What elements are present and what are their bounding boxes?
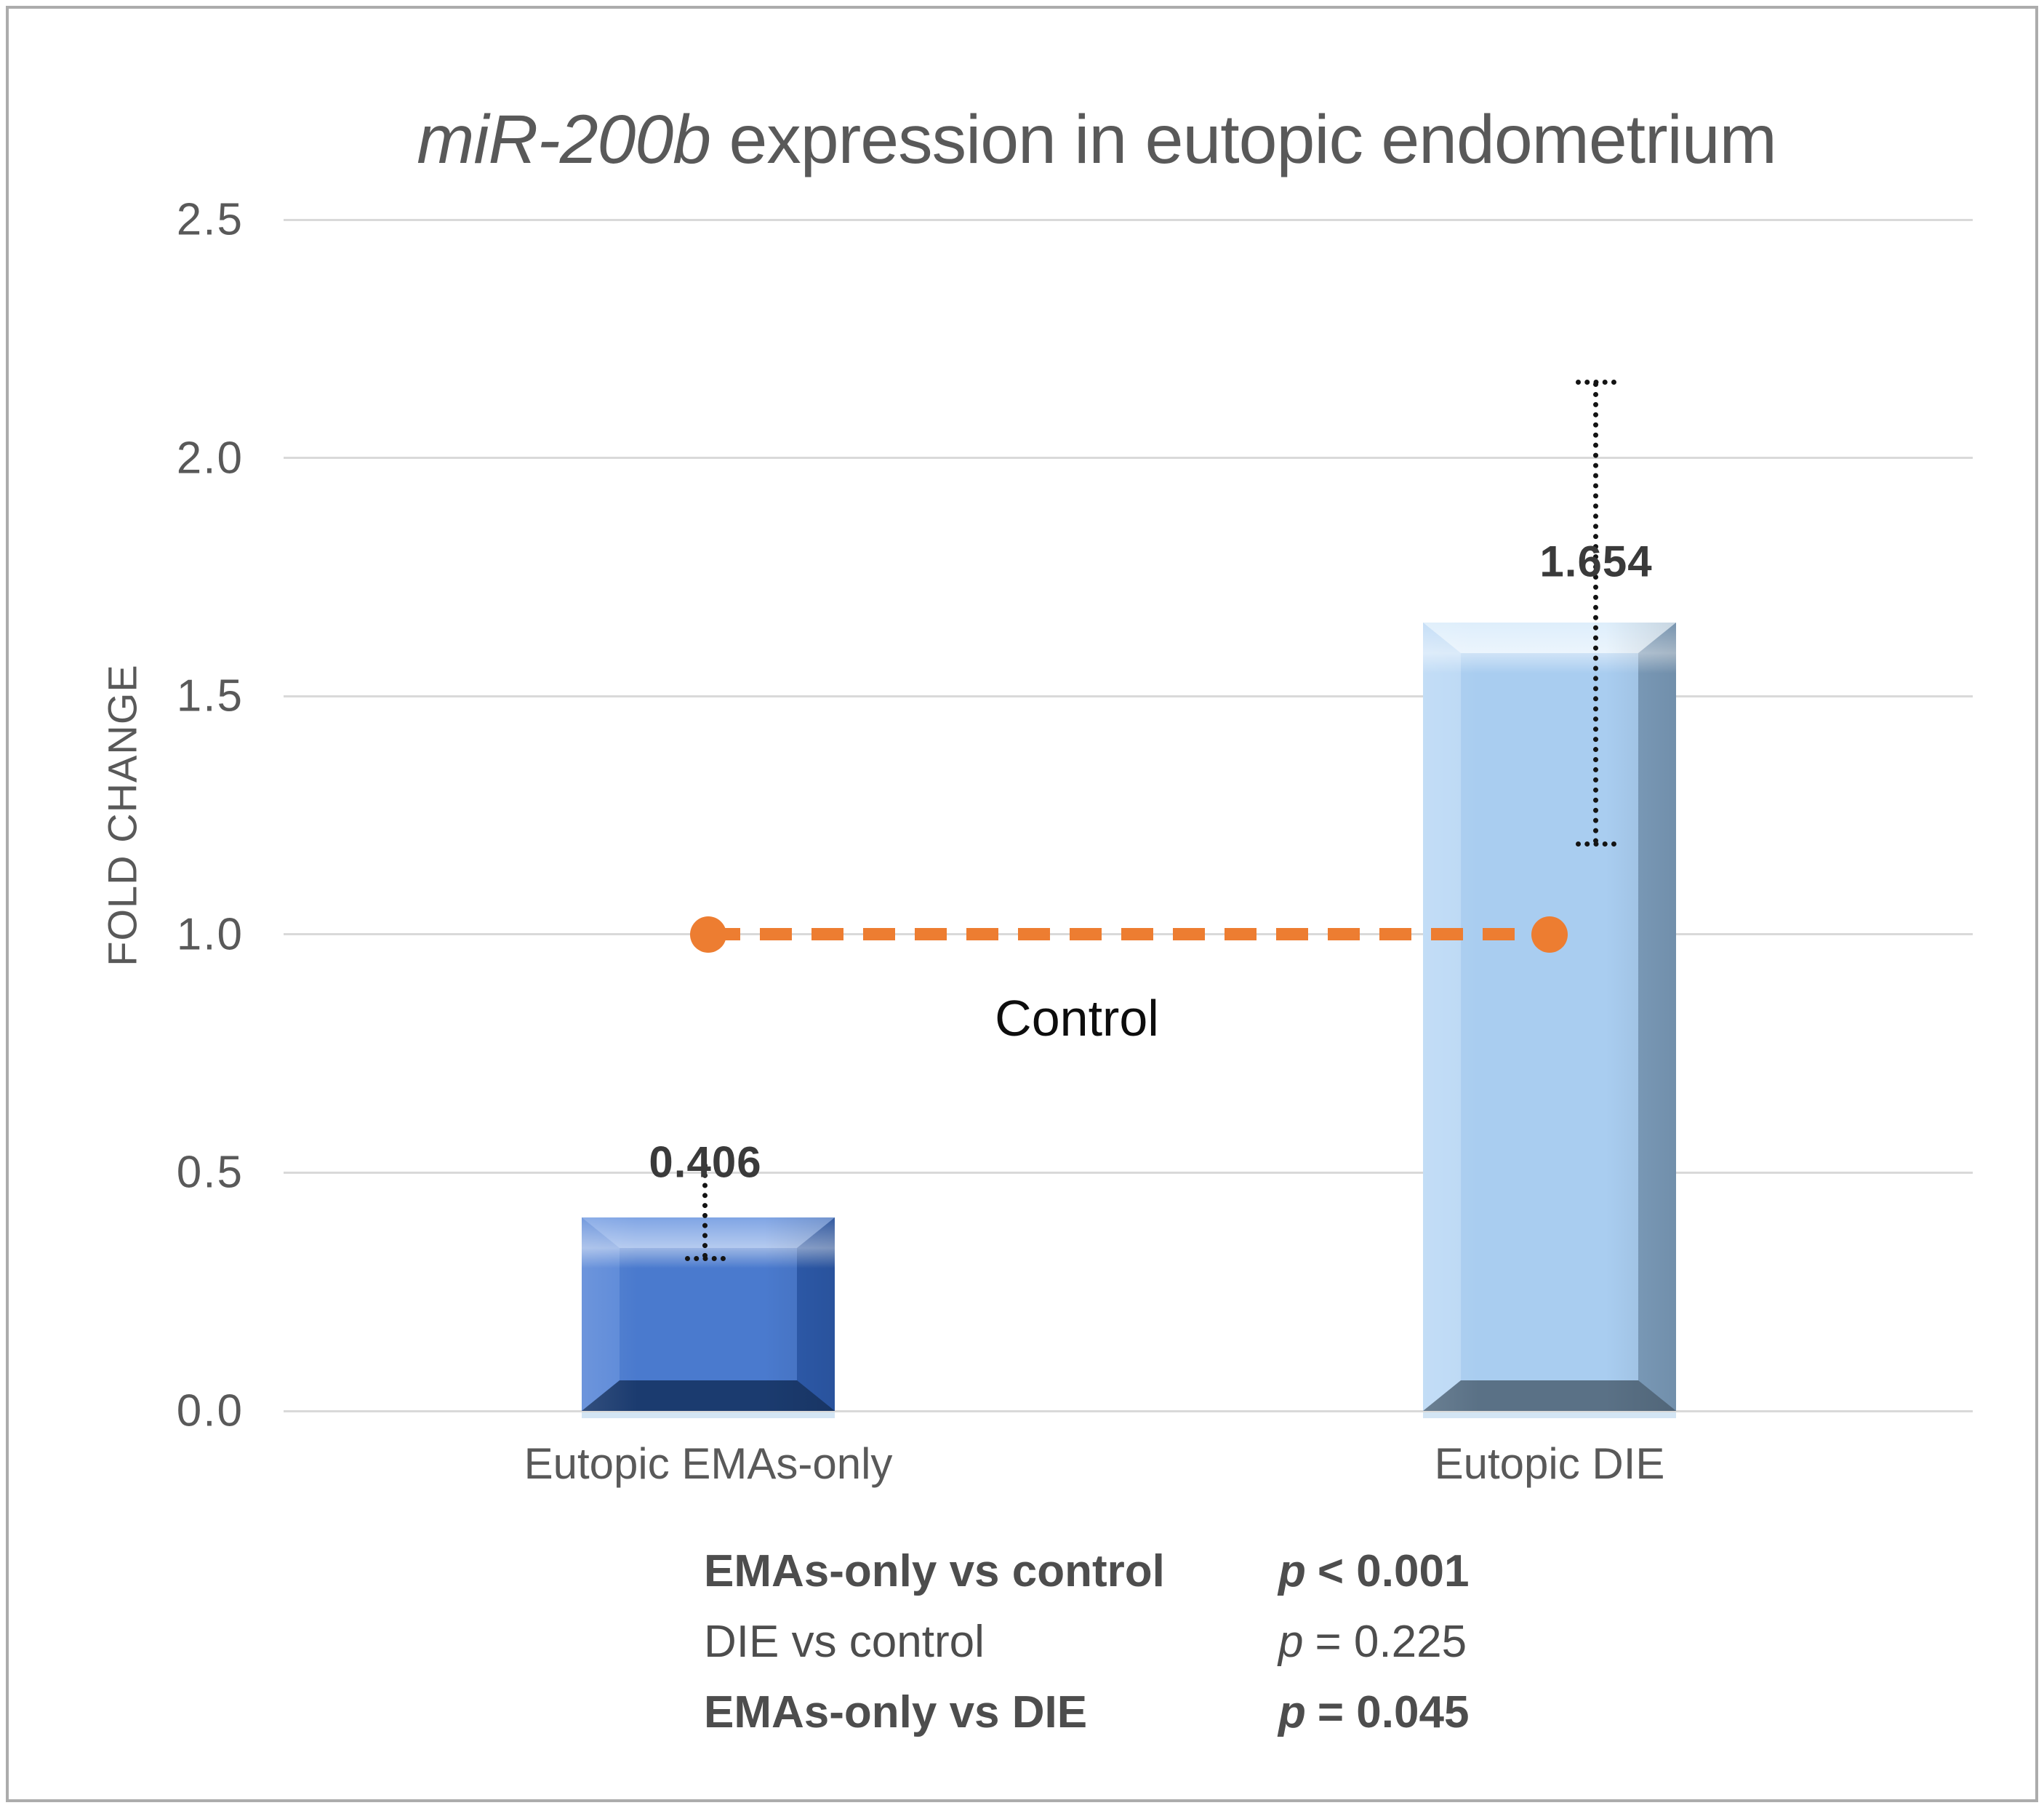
value-label-eutopic-emas-only: 0.406 xyxy=(649,1137,762,1187)
stat-p-value: p = 0.225 xyxy=(1278,1617,1467,1667)
stat-comparison-label: DIE vs control xyxy=(704,1617,985,1667)
value-label-eutopic-die: 1.654 xyxy=(1539,537,1653,586)
stat-row-die-vs-control: DIE vs control p = 0.225 xyxy=(704,1607,1469,1677)
error-bar-line xyxy=(1593,381,1598,844)
control-line-label: Control xyxy=(995,989,1159,1047)
stat-comparison-label: EMAs-only vs DIE xyxy=(704,1687,1088,1737)
bar-eutopic-die xyxy=(1423,623,1676,1411)
p-value-annotations: EMAs-only vs control p < 0.001 DIE vs cont… xyxy=(704,1536,1469,1748)
gridline-y-0.0 xyxy=(284,1409,1973,1412)
control-line-endpoint-marker xyxy=(1531,916,1568,953)
control-line-endpoint-marker xyxy=(690,916,726,953)
y-tick-label-0.5: 0.5 xyxy=(176,1147,244,1198)
y-tick-label-1.0: 1.0 xyxy=(176,909,244,960)
gridline-y-2.0 xyxy=(284,457,1973,460)
y-tick-label-2.5: 2.5 xyxy=(176,194,244,245)
bar-base-strip xyxy=(582,1412,835,1418)
figure-border xyxy=(6,6,2038,1802)
chart-title: miR-200b expression in eutopic endometri… xyxy=(417,100,1777,180)
chart-title-gene: miR-200b xyxy=(417,101,711,178)
y-tick-label-0.0: 0.0 xyxy=(176,1385,244,1436)
error-bar-cap-bottom xyxy=(685,1256,726,1262)
error-bar-cap-top xyxy=(1576,379,1616,385)
bar-eutopic-emas-only xyxy=(582,1217,835,1411)
error-bar-line xyxy=(702,1163,708,1259)
y-tick-label-2.0: 2.0 xyxy=(176,433,244,484)
x-category-label-eutopic-die: Eutopic DIE xyxy=(1434,1439,1665,1488)
stat-p-value: p = 0.045 xyxy=(1278,1687,1470,1737)
stat-p-value: p < 0.001 xyxy=(1278,1546,1470,1596)
bar-base-strip xyxy=(1423,1412,1676,1418)
stat-row-emas-vs-die: EMAs-only vs DIE p = 0.045 xyxy=(704,1677,1469,1748)
stat-comparison-label: EMAs-only vs control xyxy=(704,1546,1165,1596)
y-tick-label-1.5: 1.5 xyxy=(176,671,244,721)
gridline-y-1.5 xyxy=(284,695,1973,697)
chart-title-rest: expression in eutopic endometrium xyxy=(710,101,1776,178)
gridline-y-0.5 xyxy=(284,1171,1973,1174)
stat-row-emas-vs-control: EMAs-only vs control p < 0.001 xyxy=(704,1536,1469,1607)
x-category-label-eutopic-emas-only: Eutopic EMAs-only xyxy=(524,1439,893,1488)
error-bar-cap-bottom xyxy=(1576,841,1616,847)
control-reference-line xyxy=(708,928,1550,941)
gridline-y-2.5 xyxy=(284,218,1973,221)
y-axis-title: FOLD CHANGE xyxy=(99,664,145,967)
